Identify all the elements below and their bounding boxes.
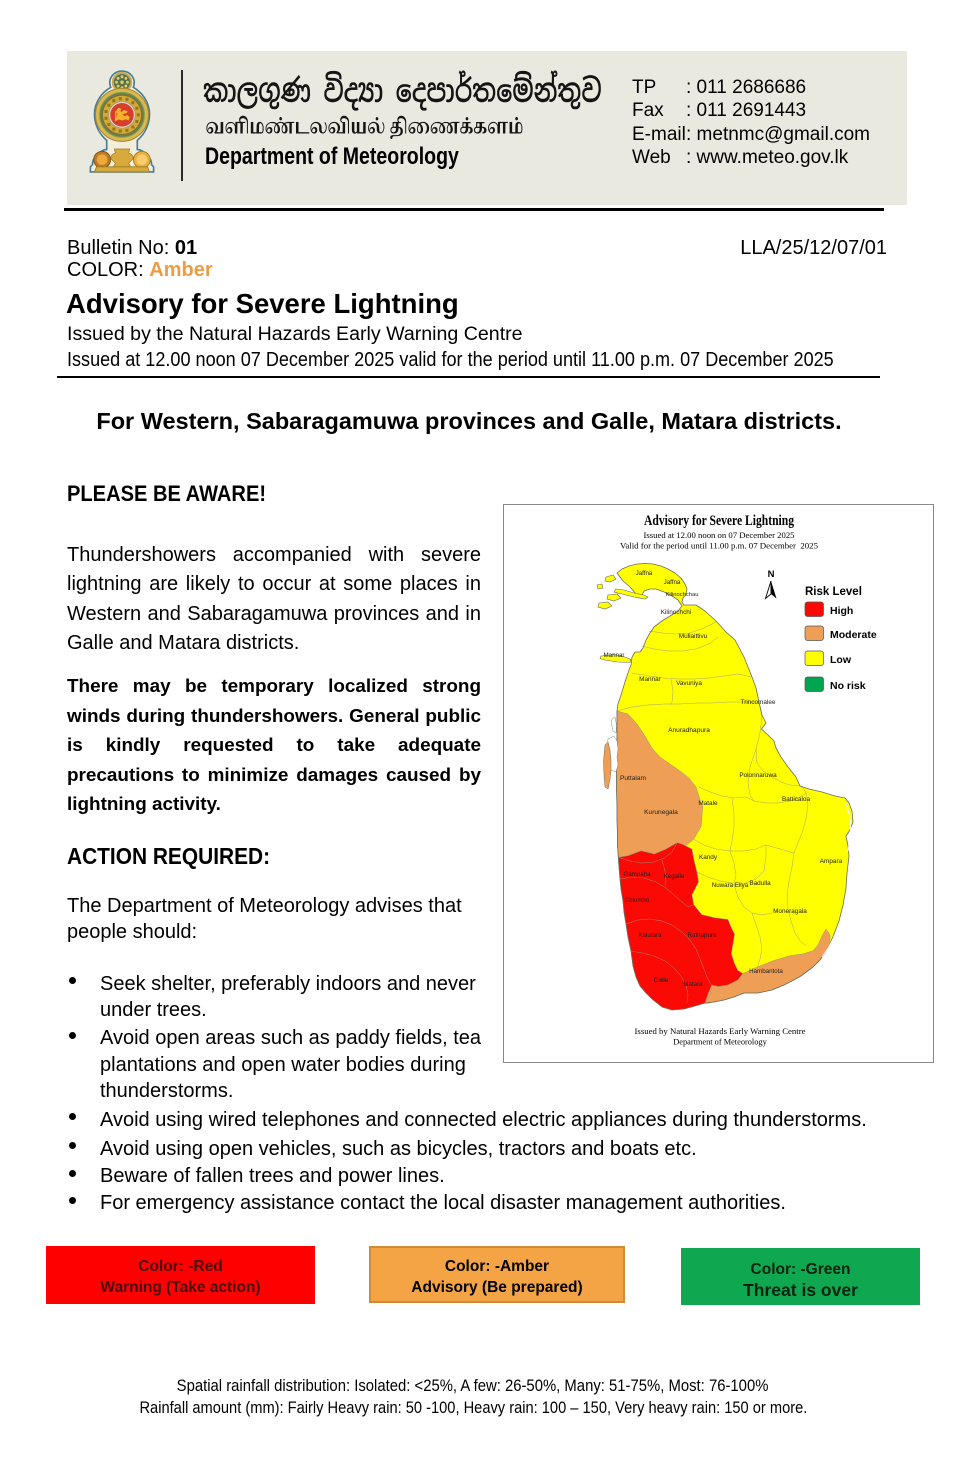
svg-text:Gampaha: Gampaha bbox=[623, 871, 651, 878]
svg-text:High: High bbox=[830, 605, 853, 617]
svg-text:Advisory for Severe Lightning: Advisory for Severe Lightning bbox=[644, 513, 795, 529]
svg-text:Risk Level: Risk Level bbox=[805, 586, 862, 598]
svg-text:Mannar: Mannar bbox=[639, 676, 662, 683]
svg-text:Issued by Natural Hazards Earl: Issued by Natural Hazards Early Warning … bbox=[635, 1026, 806, 1036]
svg-text:Badulla: Badulla bbox=[749, 880, 771, 887]
svg-text:No risk: No risk bbox=[830, 680, 866, 692]
svg-text:Puttalam: Puttalam bbox=[620, 775, 647, 782]
svg-text:Low: Low bbox=[830, 654, 852, 666]
svg-text:Mannar: Mannar bbox=[604, 652, 625, 659]
svg-text:Valid for the period until 11.: Valid for the period until 11.00 p.m. 07… bbox=[620, 541, 819, 551]
svg-text:Polonnaruwa: Polonnaruwa bbox=[739, 772, 777, 779]
svg-text:Moderate: Moderate bbox=[830, 629, 877, 641]
svg-text:Anuradhapura: Anuradhapura bbox=[668, 727, 710, 734]
svg-text:Vavuniya: Vavuniya bbox=[676, 680, 702, 687]
svg-text:Colombo: Colombo bbox=[625, 897, 650, 904]
svg-text:N: N bbox=[768, 569, 775, 580]
svg-text:Trincomalee: Trincomalee bbox=[741, 699, 776, 706]
svg-text:Hambantota: Hambantota bbox=[749, 968, 783, 975]
svg-text:Jaffna: Jaffna bbox=[664, 579, 681, 586]
svg-text:Kilinochchi: Kilinochchi bbox=[661, 609, 692, 616]
svg-text:Ratnapura: Ratnapura bbox=[688, 932, 717, 939]
svg-text:Issued at 12.00 noon on 07 Dec: Issued at 12.00 noon on 07 December 2025 bbox=[644, 530, 796, 540]
svg-text:Ampara: Ampara bbox=[820, 858, 843, 865]
svg-text:Matale: Matale bbox=[698, 800, 718, 807]
svg-text:Department of Meteorology: Department of Meteorology bbox=[673, 1037, 767, 1047]
svg-text:Kegalle: Kegalle bbox=[664, 873, 685, 880]
svg-text:Nuwara Eliya: Nuwara Eliya bbox=[712, 882, 749, 889]
svg-text:Mullaittivu: Mullaittivu bbox=[679, 633, 708, 640]
svg-text:Moneragala: Moneragala bbox=[773, 908, 807, 915]
svg-text:Kilinochchau: Kilinochchau bbox=[666, 592, 699, 598]
svg-text:Matara: Matara bbox=[683, 981, 703, 988]
svg-text:Jaffna: Jaffna bbox=[636, 570, 653, 577]
svg-text:Galle: Galle bbox=[654, 977, 669, 984]
svg-text:Batticaloa: Batticaloa bbox=[782, 796, 811, 803]
svg-text:Kurunegala: Kurunegala bbox=[644, 809, 678, 816]
svg-text:Kandy: Kandy bbox=[699, 854, 718, 861]
svg-text:Kalutara: Kalutara bbox=[638, 932, 662, 939]
